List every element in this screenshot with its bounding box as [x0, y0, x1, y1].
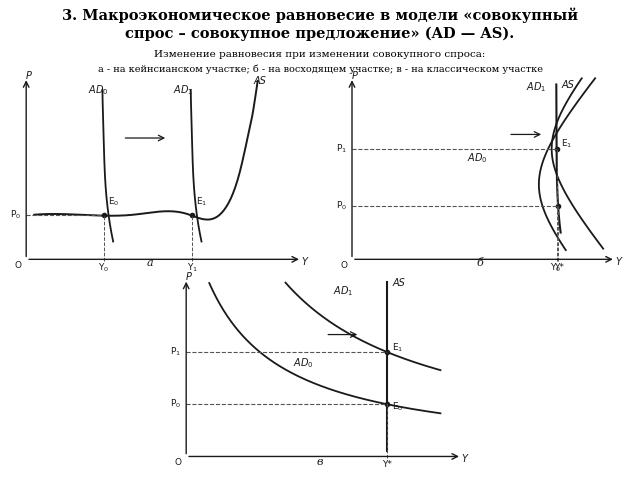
Text: AD$_0$: AD$_0$ [293, 356, 314, 370]
Text: P: P [351, 71, 358, 81]
Text: E$_1$: E$_1$ [392, 341, 404, 354]
Text: AD$_1$: AD$_1$ [173, 84, 194, 97]
Text: AS: AS [253, 76, 266, 86]
Text: E$_1$: E$_1$ [561, 138, 572, 150]
Text: Y$_0$: Y$_0$ [550, 261, 561, 274]
Text: P$_1$: P$_1$ [170, 346, 181, 358]
Text: Y: Y [301, 257, 308, 267]
Text: в: в [317, 456, 323, 467]
Text: спрос – совокупное предложение» (AD — AS).: спрос – совокупное предложение» (AD — AS… [125, 26, 515, 41]
Text: E$_0$: E$_0$ [392, 400, 404, 413]
Text: Y*: Y* [382, 460, 392, 469]
Text: O: O [15, 261, 22, 270]
Text: E$_1$: E$_1$ [196, 195, 207, 207]
Text: AD$_1$: AD$_1$ [526, 80, 547, 94]
Text: E$_0$: E$_0$ [108, 195, 119, 207]
Text: 3. Макроэкономическое равновесие в модели «совокупный: 3. Макроэкономическое равновесие в модел… [62, 7, 578, 23]
Text: P$_0$: P$_0$ [10, 208, 21, 221]
Text: б: б [477, 258, 483, 268]
Text: P$_1$: P$_1$ [336, 143, 348, 155]
Text: Y$_0$: Y$_0$ [98, 261, 109, 274]
Text: AS: AS [392, 278, 405, 288]
Text: Изменение равновесия при изменении совокупного спроса:: Изменение равновесия при изменении совок… [154, 50, 486, 60]
Text: P: P [186, 272, 192, 282]
Text: AS: AS [562, 80, 575, 90]
Text: P$_0$: P$_0$ [336, 200, 348, 212]
Text: Y$_1$: Y$_1$ [186, 261, 198, 274]
Text: O: O [341, 261, 348, 270]
Text: P$_0$: P$_0$ [170, 398, 181, 410]
Text: а - на кейнсианском участке; б - на восходящем участке; в - на классическом учас: а - на кейнсианском участке; б - на восх… [97, 65, 543, 74]
Text: AD$_0$: AD$_0$ [88, 84, 108, 97]
Text: O: O [175, 458, 182, 467]
Text: AD$_0$: AD$_0$ [467, 151, 488, 165]
Text: а: а [147, 258, 154, 268]
Text: P: P [26, 71, 32, 81]
Text: Y: Y [615, 257, 621, 267]
Text: AD$_1$: AD$_1$ [333, 285, 354, 298]
Text: Y: Y [461, 454, 468, 464]
Text: Y*: Y* [554, 263, 564, 272]
